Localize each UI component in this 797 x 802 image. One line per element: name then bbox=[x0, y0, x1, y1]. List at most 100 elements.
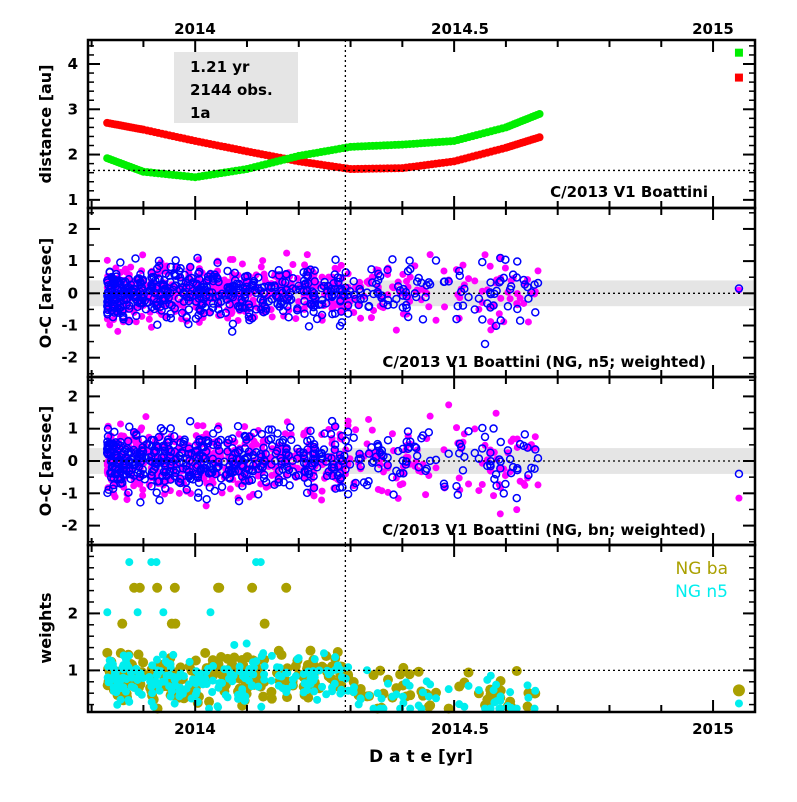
weight-point bbox=[208, 688, 217, 697]
bottom-tick-label-2014: 2014 bbox=[174, 720, 216, 738]
residual-point bbox=[431, 455, 441, 465]
residual-point bbox=[343, 443, 353, 453]
residual-point bbox=[486, 303, 495, 312]
residual-point bbox=[223, 266, 232, 276]
residual-point bbox=[349, 290, 359, 299]
residual-point bbox=[365, 415, 373, 423]
residual-point bbox=[503, 446, 513, 455]
residual-point bbox=[212, 272, 221, 282]
residual-point bbox=[396, 481, 404, 489]
residual-point bbox=[166, 424, 175, 433]
residual-point bbox=[131, 254, 140, 263]
residual-point bbox=[271, 291, 281, 300]
weight-point bbox=[151, 677, 160, 686]
residual-point bbox=[201, 285, 210, 294]
residual-point bbox=[240, 303, 249, 312]
residual-point bbox=[373, 439, 382, 449]
residual-point bbox=[274, 466, 284, 476]
weight-point bbox=[170, 699, 179, 708]
residual-point bbox=[103, 445, 113, 455]
residual-point bbox=[160, 446, 170, 455]
weight-point bbox=[165, 682, 174, 691]
weight-point bbox=[460, 702, 469, 711]
residual-point bbox=[192, 432, 200, 440]
weight-point bbox=[413, 666, 424, 677]
residual-point bbox=[249, 278, 258, 288]
residual-point bbox=[313, 282, 321, 290]
residual-point bbox=[136, 454, 145, 463]
residual-point bbox=[338, 308, 346, 316]
weight-point bbox=[375, 665, 386, 676]
weight-point bbox=[294, 654, 303, 663]
residual-point bbox=[157, 453, 166, 462]
residual-point bbox=[351, 294, 360, 304]
residual-point bbox=[264, 281, 273, 291]
residual-point bbox=[123, 437, 133, 446]
residual-point bbox=[320, 429, 329, 438]
residual-point bbox=[497, 294, 505, 302]
residual-point bbox=[111, 272, 121, 281]
residual-point bbox=[513, 304, 522, 314]
residual-point bbox=[235, 304, 244, 314]
weight-point bbox=[424, 692, 433, 701]
residual-point bbox=[322, 471, 332, 481]
residual-point bbox=[330, 284, 340, 294]
weight-point bbox=[205, 704, 214, 713]
residual-point bbox=[309, 298, 319, 308]
residual-point bbox=[230, 268, 240, 278]
residual-point bbox=[734, 469, 744, 479]
residual-point bbox=[145, 440, 154, 450]
residual-point bbox=[349, 276, 358, 286]
weight-point bbox=[241, 670, 250, 679]
weight-point bbox=[230, 640, 239, 649]
y-tick-label: 4 bbox=[68, 55, 78, 73]
residual-point bbox=[289, 261, 297, 269]
info-model: 1a bbox=[190, 104, 211, 122]
weight-point bbox=[103, 608, 112, 617]
residual-point bbox=[474, 294, 484, 303]
residual-point bbox=[264, 425, 273, 434]
weight-point bbox=[152, 582, 163, 593]
residual-point bbox=[270, 480, 279, 489]
residual-point bbox=[414, 462, 423, 472]
residual-point bbox=[238, 481, 247, 491]
weight-point bbox=[278, 684, 287, 693]
residual-point bbox=[506, 295, 514, 303]
residual-point bbox=[104, 295, 113, 304]
residual-point bbox=[419, 285, 427, 293]
weight-point bbox=[288, 681, 297, 690]
residual-point bbox=[172, 466, 181, 475]
weight-point bbox=[303, 686, 312, 695]
residual-point bbox=[116, 258, 125, 267]
residual-point bbox=[112, 306, 121, 316]
residual-point bbox=[217, 482, 227, 492]
residual-point bbox=[402, 292, 411, 301]
weight-point bbox=[238, 685, 247, 694]
residual-point bbox=[129, 461, 139, 470]
residual-point bbox=[310, 492, 318, 500]
residual-point bbox=[241, 423, 249, 431]
residual-point bbox=[331, 264, 339, 272]
residual-point bbox=[531, 308, 540, 317]
bottom-tick-label-2014.5: 2014.5 bbox=[431, 720, 489, 738]
residual-point bbox=[111, 442, 121, 451]
residual-point bbox=[171, 256, 180, 265]
residual-point bbox=[126, 470, 135, 479]
weight-point bbox=[213, 582, 224, 593]
residual-point bbox=[378, 487, 386, 495]
legend-ng-n5: NG n5 bbox=[675, 582, 728, 602]
y-tick-label: -1 bbox=[61, 484, 78, 502]
residual-point bbox=[235, 446, 244, 455]
residual-point bbox=[336, 474, 345, 484]
y-tick-label: 1 bbox=[68, 420, 78, 438]
residual-point bbox=[288, 273, 298, 283]
weight-point bbox=[218, 679, 227, 688]
residual-point bbox=[116, 441, 126, 451]
residual-point bbox=[375, 271, 385, 281]
residual-point bbox=[213, 424, 223, 434]
residual-point bbox=[279, 478, 288, 487]
weight-point bbox=[511, 666, 522, 677]
residual-point bbox=[321, 299, 331, 308]
residual-point bbox=[512, 493, 521, 503]
residual-point bbox=[154, 261, 164, 271]
